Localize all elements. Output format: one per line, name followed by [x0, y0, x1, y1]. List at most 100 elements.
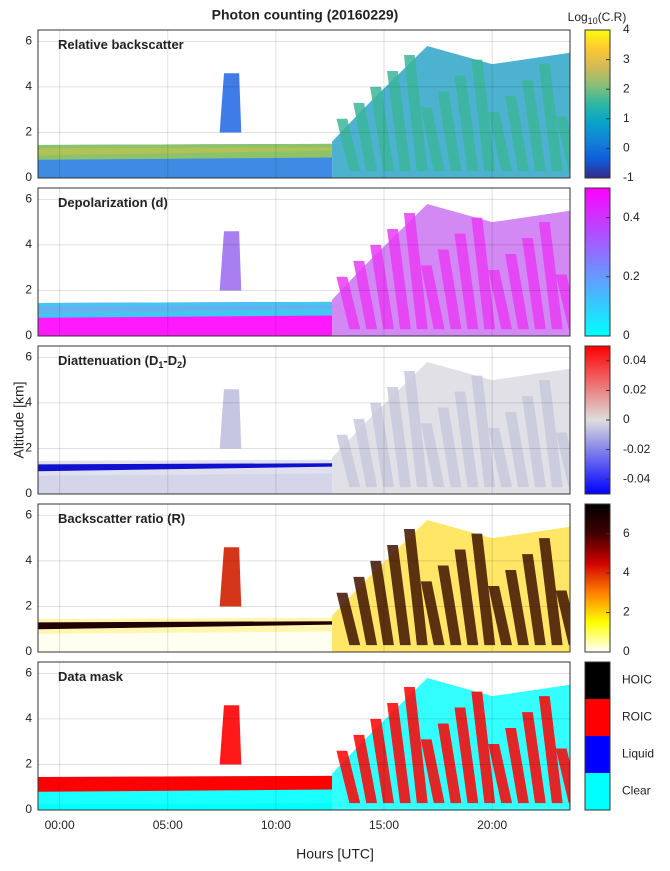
imagery [437, 407, 462, 488]
y-tick-label: 2 [25, 757, 32, 771]
imagery [555, 432, 570, 488]
imagery [471, 59, 496, 172]
imagery [219, 389, 242, 449]
imagery [521, 238, 546, 330]
imagery [437, 723, 462, 804]
imagery [387, 544, 411, 646]
panel-title-part: Depolarization (d) [58, 195, 168, 210]
imagery [370, 560, 394, 646]
colorbar-frame [584, 661, 611, 811]
imagery [370, 718, 394, 804]
colorbar-tick-label: 1 [623, 111, 630, 125]
imagery [38, 147, 333, 156]
panel-title-part: Diattenuation (D [58, 353, 158, 368]
imagery [555, 748, 570, 804]
colorbar-tick-label: -1 [623, 170, 634, 184]
imagery [353, 576, 378, 646]
imagery [387, 70, 411, 172]
colorbar-tick-label: 0 [623, 644, 630, 658]
imagery [454, 75, 479, 172]
plot-area [38, 30, 570, 178]
imagery [505, 254, 529, 330]
y-tick-label: 6 [25, 192, 32, 206]
colorbar-class-label: Liquid [622, 747, 654, 761]
x-tick-label: 00:00 [45, 818, 75, 832]
imagery [387, 702, 411, 804]
colorbar-tick-label: 3 [623, 52, 630, 66]
imagery [471, 533, 496, 646]
colorbar-label-part: (C.R) [598, 10, 627, 24]
imagery [505, 728, 529, 804]
imagery [387, 386, 411, 488]
imagery [336, 592, 361, 646]
imagery [370, 244, 394, 330]
imagery [403, 371, 428, 488]
plot-area [38, 504, 570, 652]
imagery [420, 423, 445, 488]
y-tick-label: 2 [25, 125, 32, 139]
y-tick-label: 0 [25, 170, 32, 184]
imagery [219, 547, 242, 607]
panel-title-part: Backscatter ratio (R) [58, 511, 185, 526]
x-tick-label: 05:00 [153, 818, 183, 832]
imagery [353, 260, 378, 330]
colorbar-tick-label: -0.04 [623, 471, 651, 485]
imagery [437, 249, 462, 330]
panel-title-part: Data mask [58, 669, 124, 684]
y-tick-label: 4 [25, 711, 32, 725]
imagery [488, 427, 513, 488]
colorbar-class [585, 736, 610, 773]
y-tick-label: 6 [25, 666, 32, 680]
plot-area [38, 346, 570, 494]
y-tick-label: 6 [25, 508, 32, 522]
imagery [454, 233, 479, 330]
colorbar-tick-label: 4 [623, 22, 630, 36]
imagery [370, 402, 394, 488]
chart-title: Photon counting (20160229) [212, 7, 399, 23]
colorbar-class-label: HOIC [622, 673, 652, 687]
imagery [505, 96, 529, 172]
imagery [420, 581, 445, 646]
panel-title-part: ) [182, 353, 186, 368]
colorbar-label-part: Log [568, 10, 588, 24]
imagery [488, 743, 513, 804]
imagery [353, 418, 378, 488]
imagery [555, 590, 570, 646]
y-tick-label: 4 [25, 79, 32, 93]
imagery [336, 118, 361, 172]
imagery [488, 111, 513, 172]
colorbar-class [585, 662, 610, 699]
colorbar-class-label: Clear [622, 784, 651, 798]
imagery [521, 80, 546, 172]
colorbar-class-label: ROIC [622, 710, 652, 724]
panel-title: Data mask [58, 669, 124, 684]
plot-frame [37, 503, 571, 653]
imagery [353, 102, 378, 172]
imagery [538, 222, 563, 330]
imagery [454, 707, 479, 804]
imagery [521, 396, 546, 488]
colorbar-tick-label: 0.4 [623, 210, 640, 224]
y-axis-label: Altitude [km] [11, 381, 27, 458]
panel-title-part: Relative backscatter [58, 37, 184, 52]
imagery [38, 621, 333, 630]
panel-title-part: 1 [158, 360, 163, 370]
imagery [488, 585, 513, 646]
imagery [420, 739, 445, 804]
plot-frame [37, 187, 571, 337]
imagery [38, 305, 333, 314]
imagery [538, 538, 563, 646]
imagery [403, 529, 428, 646]
y-tick-label: 4 [25, 237, 32, 251]
plot-frame [37, 29, 571, 179]
imagery [336, 276, 361, 330]
imagery [353, 734, 378, 804]
y-tick-label: 0 [25, 802, 32, 816]
imagery [538, 64, 563, 172]
y-tick-label: 0 [25, 328, 32, 342]
colorbar-tick-label: -0.02 [623, 442, 651, 456]
imagery [488, 269, 513, 330]
imagery [219, 231, 242, 291]
colorbar-class [585, 699, 610, 736]
